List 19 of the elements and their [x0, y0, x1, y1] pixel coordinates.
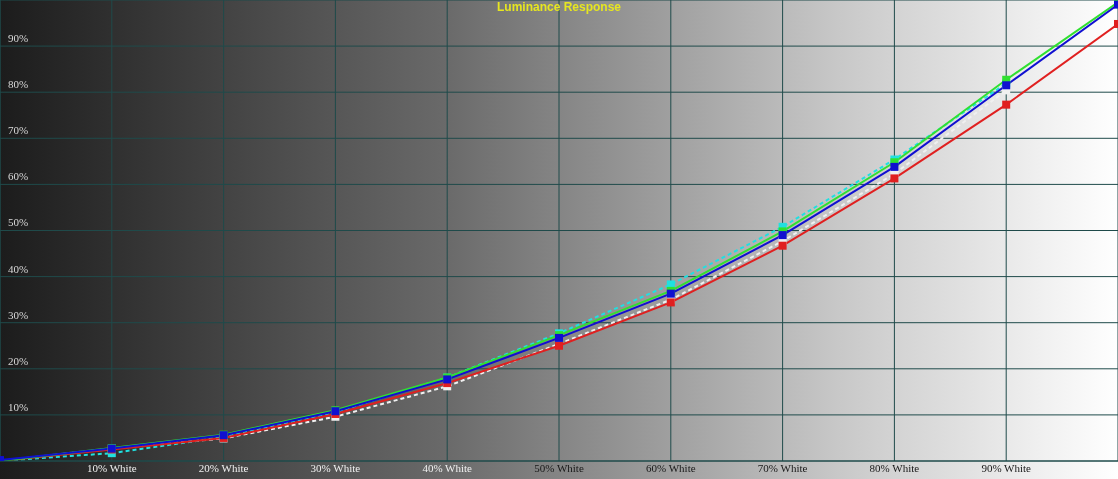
y-tick-label: 50%	[8, 216, 29, 229]
chart-title: Luminance Response	[496, 0, 622, 14]
y-tick-label: 20%	[8, 354, 29, 367]
x-tick-label: 70% White	[757, 461, 808, 474]
x-tick-label: 60% White	[646, 461, 696, 474]
y-tick-label: 60%	[8, 170, 29, 183]
x-tick-label: 10% White	[87, 461, 137, 474]
x-tick-label: 50% White	[534, 461, 584, 474]
y-tick-label: 40%	[8, 262, 29, 275]
y-tick-label: 10%	[8, 400, 29, 413]
y-tick-label: 70%	[8, 124, 29, 137]
x-tick-label: 20% White	[198, 461, 249, 474]
y-tick-label: 80%	[8, 78, 29, 91]
x-tick-label: 30% White	[310, 461, 361, 474]
y-tick-label: 90%	[8, 32, 29, 44]
y-tick-label: 30%	[8, 308, 29, 321]
x-tick-label: 90% White	[981, 461, 1032, 474]
x-tick-label: 40% White	[422, 461, 473, 474]
x-tick-label: 80% White	[869, 461, 920, 474]
